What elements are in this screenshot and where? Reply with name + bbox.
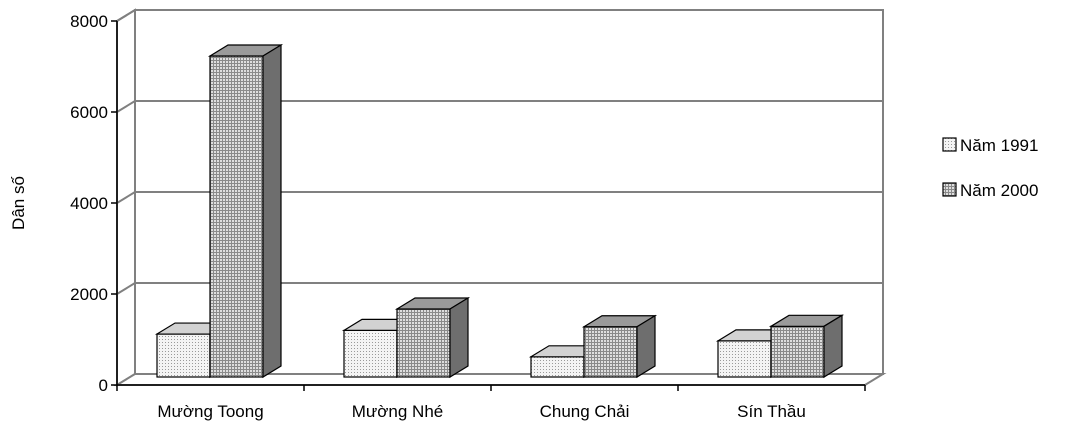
y-axis: 0 2000 4000 6000 8000 xyxy=(70,12,118,395)
legend-swatch xyxy=(942,137,957,152)
legend-swatch xyxy=(942,182,957,197)
x-tick-label: Sín Thầu xyxy=(737,402,806,421)
bar-side xyxy=(449,296,469,379)
bar-front xyxy=(156,333,211,378)
y-tick-label: 2000 xyxy=(70,285,108,304)
gridline-side xyxy=(116,191,136,204)
bar-front xyxy=(717,340,772,378)
y-axis-label: Dân số xyxy=(9,176,28,230)
bar-side xyxy=(823,314,843,379)
gridline-side xyxy=(116,9,136,22)
x-tick-label: Chung Chải xyxy=(540,402,630,421)
bar-front xyxy=(209,55,264,378)
bar-front xyxy=(530,356,585,378)
legend: Năm 1991 Năm 2000 xyxy=(942,136,1038,200)
bar xyxy=(768,314,845,379)
legend-label: Năm 2000 xyxy=(960,181,1038,200)
bar-front xyxy=(583,326,638,378)
gridline-side xyxy=(116,100,136,113)
bar-front xyxy=(770,325,825,378)
bar-front xyxy=(396,308,451,378)
bar xyxy=(207,43,284,379)
x-tick-label: Mường Toong xyxy=(157,402,263,421)
x-tick-label: Mường Nhé xyxy=(352,402,444,421)
gridline-side xyxy=(116,282,136,295)
x-axis: Mường Toong Mường Nhé Chung Chải Sín Thầu xyxy=(116,384,866,421)
y-tick-label: 4000 xyxy=(70,194,108,213)
bar-side xyxy=(636,314,656,379)
y-tick-label: 8000 xyxy=(70,12,108,31)
bars xyxy=(154,43,845,379)
legend-label: Năm 1991 xyxy=(960,136,1038,155)
bar-front xyxy=(343,329,398,378)
bar xyxy=(581,314,658,379)
bar xyxy=(394,296,471,379)
y-tick-label: 0 xyxy=(99,376,108,395)
y-tick-label: 6000 xyxy=(70,103,108,122)
bar-side xyxy=(262,43,282,379)
